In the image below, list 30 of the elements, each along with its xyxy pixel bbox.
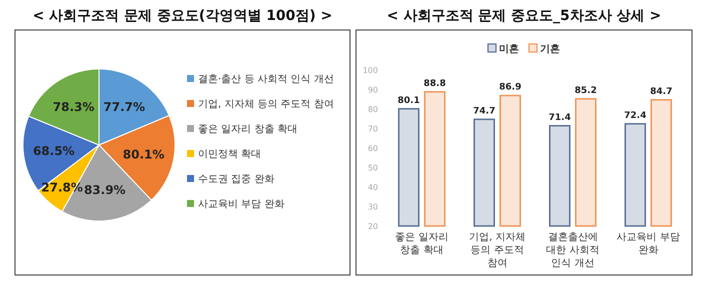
data-label: 85.2 bbox=[574, 86, 597, 96]
y-tick-label: 70 bbox=[368, 124, 378, 134]
y-tick-label: 50 bbox=[368, 164, 378, 172]
data-label: 84.7 bbox=[650, 86, 672, 97]
data-label: 72.4 bbox=[624, 110, 646, 121]
legend-label: 기혼 bbox=[540, 44, 560, 55]
x-tick-label: 기업, 지자체 등의 주도적 참여 bbox=[469, 232, 526, 269]
data-label: 80.1 bbox=[398, 96, 420, 106]
x-tick-label: 결혼출산에 대한 사회적 인식 개선 bbox=[546, 232, 600, 269]
y-tick-label: 20 bbox=[368, 222, 378, 231]
data-label: 68.5% bbox=[32, 144, 75, 158]
data-label: 80.1% bbox=[122, 147, 164, 162]
x-tick-label: 사교육비 부담 완화 bbox=[616, 232, 680, 256]
y-tick-label: 100 bbox=[362, 66, 378, 75]
legend-label: 미혼 bbox=[499, 44, 519, 55]
data-label: 88.8 bbox=[424, 78, 446, 89]
y-tick-label: 40 bbox=[368, 183, 378, 192]
data-label: 78.3% bbox=[52, 100, 94, 114]
x-tick-label: 좋은 일자리 창출 확대 bbox=[395, 232, 448, 256]
data-label: 74.7 bbox=[473, 106, 496, 116]
data-label: 83.9% bbox=[84, 183, 126, 198]
data-label: 77.7% bbox=[103, 100, 146, 114]
y-tick-label: 60 bbox=[368, 144, 378, 153]
y-tick-label: 80 bbox=[368, 105, 378, 114]
chart-title: < 사회구조적 문제 중요도(각영역별 100점) > bbox=[32, 8, 332, 24]
data-label: 86.9 bbox=[499, 82, 522, 93]
chart-title: < 사회구조적 문제 중요도_5차조사 상세 > bbox=[386, 8, 662, 24]
y-tick-label: 90 bbox=[368, 86, 378, 94]
data-label: 71.4 bbox=[548, 112, 571, 123]
y-tick-label: 30 bbox=[368, 202, 378, 212]
